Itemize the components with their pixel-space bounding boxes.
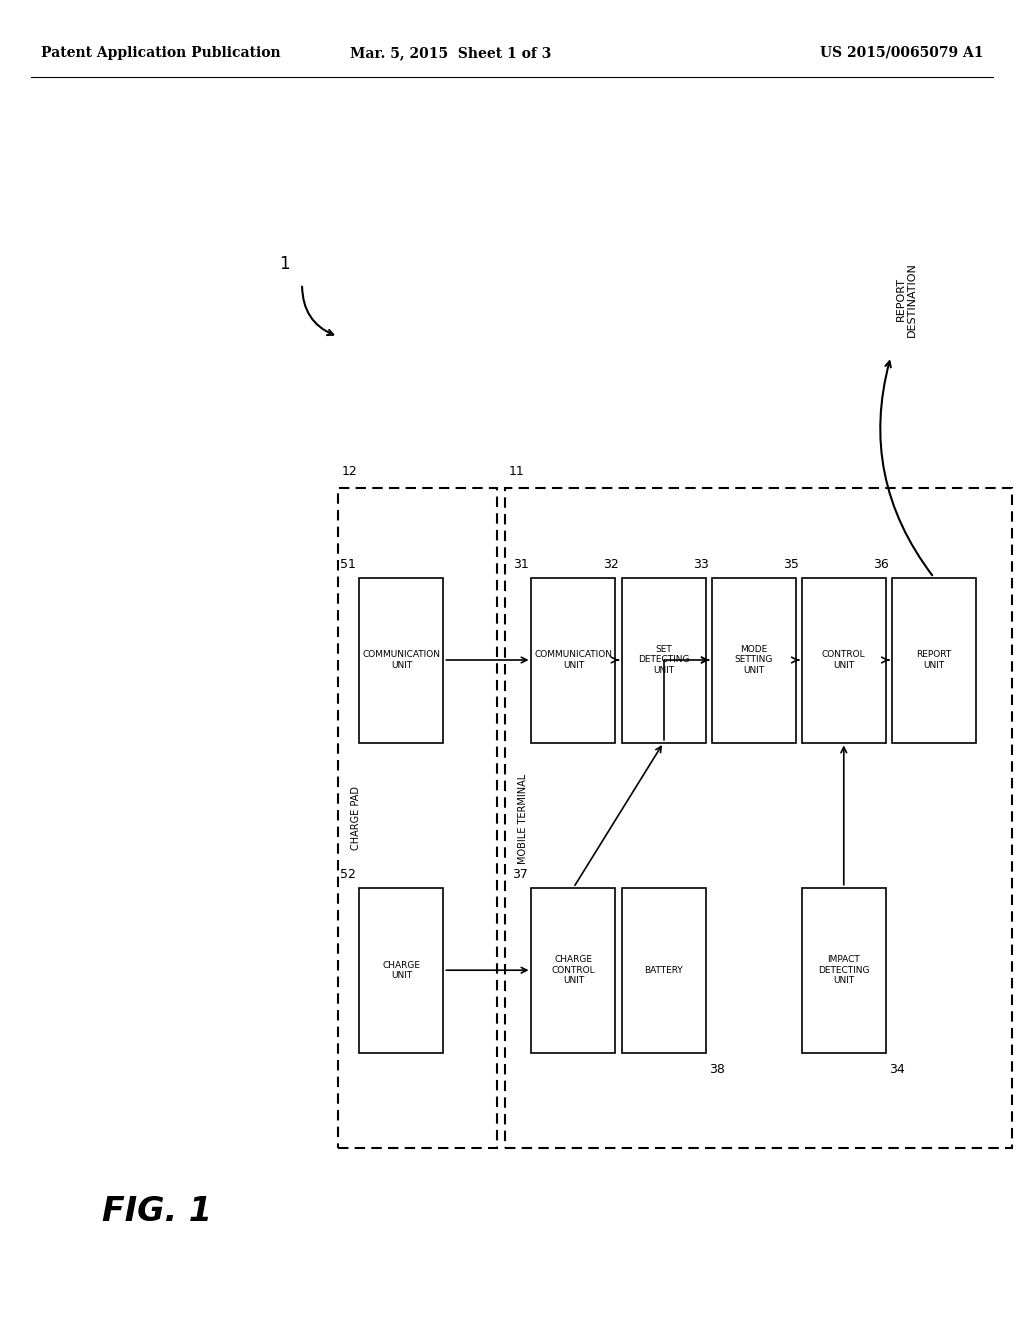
Bar	[712, 578, 796, 742]
Text: CONTROL
UNIT: CONTROL UNIT	[822, 651, 865, 669]
Text: 31: 31	[513, 558, 528, 570]
Bar	[359, 887, 443, 1053]
Bar	[531, 887, 615, 1053]
Text: IMPACT
DETECTING
UNIT: IMPACT DETECTING UNIT	[818, 956, 869, 985]
Text: MOBILE TERMINAL: MOBILE TERMINAL	[518, 774, 528, 863]
Text: 11: 11	[509, 465, 524, 478]
Bar	[359, 578, 443, 742]
Text: 36: 36	[873, 558, 889, 570]
Text: 33: 33	[693, 558, 709, 570]
Text: 51: 51	[340, 558, 356, 570]
Text: FIG. 1: FIG. 1	[102, 1195, 212, 1228]
Bar	[531, 578, 615, 742]
Text: 37: 37	[512, 869, 528, 882]
Text: BATTERY: BATTERY	[644, 966, 683, 974]
Text: CHARGE PAD: CHARGE PAD	[351, 787, 361, 850]
Bar	[802, 578, 886, 742]
Text: REPORT
UNIT: REPORT UNIT	[916, 651, 951, 669]
Text: 38: 38	[709, 1064, 725, 1076]
Text: Mar. 5, 2015  Sheet 1 of 3: Mar. 5, 2015 Sheet 1 of 3	[350, 46, 551, 59]
Text: SET
DETECTING
UNIT: SET DETECTING UNIT	[638, 645, 689, 675]
Text: US 2015/0065079 A1: US 2015/0065079 A1	[819, 46, 983, 59]
Text: 12: 12	[342, 465, 357, 478]
Bar	[892, 578, 976, 742]
Text: COMMUNICATION
UNIT: COMMUNICATION UNIT	[535, 651, 612, 669]
Text: 1: 1	[280, 255, 290, 273]
Text: 35: 35	[782, 558, 799, 570]
Text: CHARGE
UNIT: CHARGE UNIT	[382, 961, 421, 979]
Text: 52: 52	[340, 869, 356, 882]
Bar	[505, 488, 1012, 1148]
Bar	[622, 887, 706, 1053]
Text: 34: 34	[889, 1064, 904, 1076]
Text: MODE
SETTING
UNIT: MODE SETTING UNIT	[734, 645, 773, 675]
Bar	[622, 578, 706, 742]
Text: COMMUNICATION
UNIT: COMMUNICATION UNIT	[362, 651, 440, 669]
Text: CHARGE
CONTROL
UNIT: CHARGE CONTROL UNIT	[552, 956, 595, 985]
Bar	[802, 887, 886, 1053]
Text: 32: 32	[603, 558, 618, 570]
Text: REPORT
DESTINATION: REPORT DESTINATION	[895, 261, 918, 337]
Text: Patent Application Publication: Patent Application Publication	[41, 46, 281, 59]
Bar	[338, 488, 497, 1148]
